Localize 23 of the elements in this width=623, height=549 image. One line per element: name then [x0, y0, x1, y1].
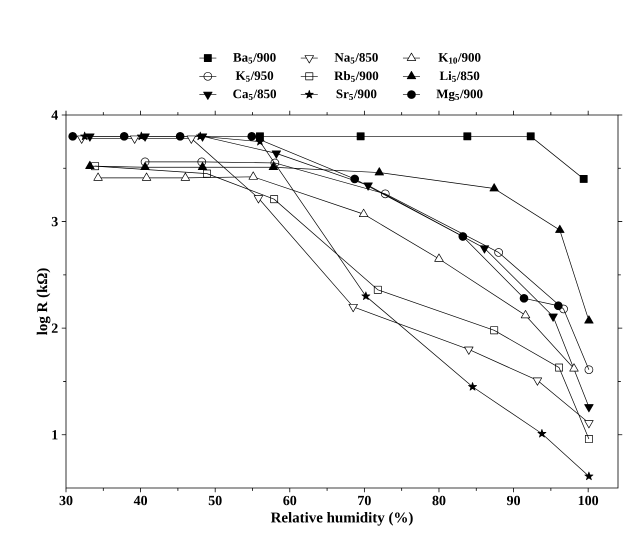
y-tick-label: 2 — [52, 324, 58, 333]
legend-label: Li$_{5}$/850 — [440, 71, 480, 82]
legend-label: Mg$_{5}$/900 — [436, 90, 483, 101]
x-tick-label: 80 — [432, 496, 446, 506]
y-tick-label: 4 — [51, 110, 58, 120]
x-tick-label: 30 — [60, 496, 72, 506]
x-tick-label: 40 — [134, 496, 148, 506]
legend-label: K$_{5}$/950 — [236, 71, 274, 82]
x-tick-label: 60 — [283, 496, 296, 506]
x-tick-label: 70 — [358, 496, 371, 506]
y-tick-label: 3 — [52, 216, 58, 226]
legend-label: Sr$_{5}$/900 — [336, 90, 376, 100]
legend-label: Rb$_{5}$/900 — [334, 71, 378, 82]
legend-label: Ba$_{5}$/900 — [233, 52, 276, 64]
x-axis-title: Relative humidity (%) — [270, 512, 413, 526]
legend-label: Na$_{5}$/850 — [334, 52, 378, 64]
x-tick-label: 50 — [208, 496, 222, 506]
x-tick-label: 100 — [578, 496, 598, 506]
y-tick-label: 1 — [52, 430, 58, 440]
legend-label: Ca$_{5}$/850 — [233, 90, 276, 100]
x-tick-label: 90 — [506, 496, 520, 506]
y-axis-title: log R (kΩ) — [36, 268, 50, 335]
legend-label: K$_{10}$/900 — [438, 52, 480, 64]
